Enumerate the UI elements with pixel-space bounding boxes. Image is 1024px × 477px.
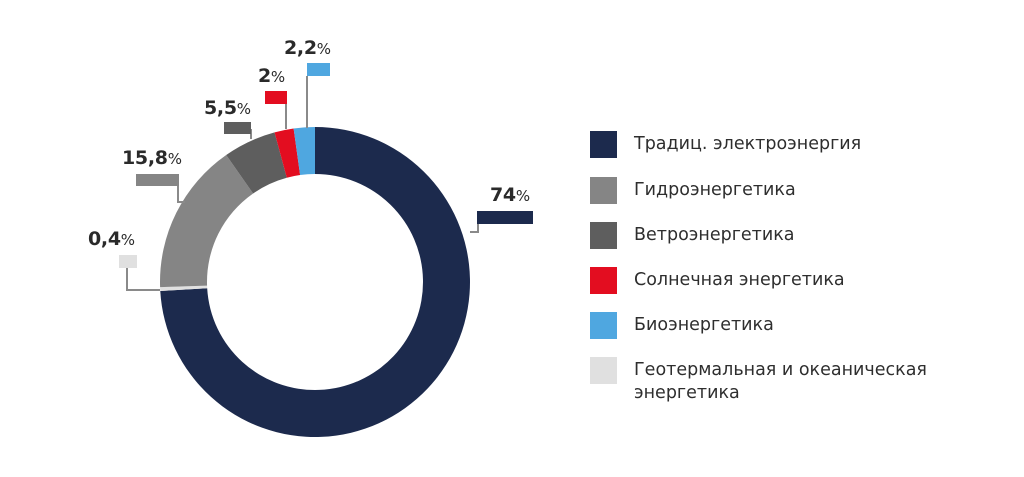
donut-segment-solar [274,128,301,178]
donut-segment-wind [226,132,287,194]
legend-label-trad: Традиц. электроэнергия [634,134,862,154]
legend-swatch-bio [590,312,617,339]
legend-label-hydro: Гидроэнергетика [634,180,796,200]
donut-segments [160,127,470,437]
value-label-trad: 74% [490,184,530,206]
legend-label-bio: Биоэнергетика [634,315,774,335]
value-label-solar: 2% [258,65,285,87]
donut-segment-hydro [160,154,254,288]
legend-swatch-trad [590,131,617,158]
flag-geo [119,255,137,268]
flag-hydro [136,174,179,186]
legend-swatch-geo [590,357,617,384]
legend-label-solar: Солнечная энергетика [634,270,845,290]
donut-segment-bio [293,127,315,176]
legend-label-geo: Геотермальная и океаническая энергетика [634,360,927,403]
flag-solar [265,91,287,104]
legend-swatch-hydro [590,177,617,204]
legend-swatch-solar [590,267,617,294]
flag-bio [307,63,330,76]
leader-line-geo [126,268,160,291]
leader-line-trad [470,218,479,233]
donut-segment-trad [160,127,470,437]
legend-label-wind: Ветроэнергетика [634,225,795,245]
value-label-geo: 0,4% [88,228,135,250]
legend-swatch-wind [590,222,617,249]
value-label-wind: 5,5% [204,97,251,119]
flag-trad [477,211,533,224]
leader-line-hydro [177,180,185,203]
flag-wind [224,122,251,134]
value-label-hydro: 15,8% [122,147,182,169]
donut-segment-geo [160,285,208,292]
value-label-bio: 2,2% [284,37,331,59]
